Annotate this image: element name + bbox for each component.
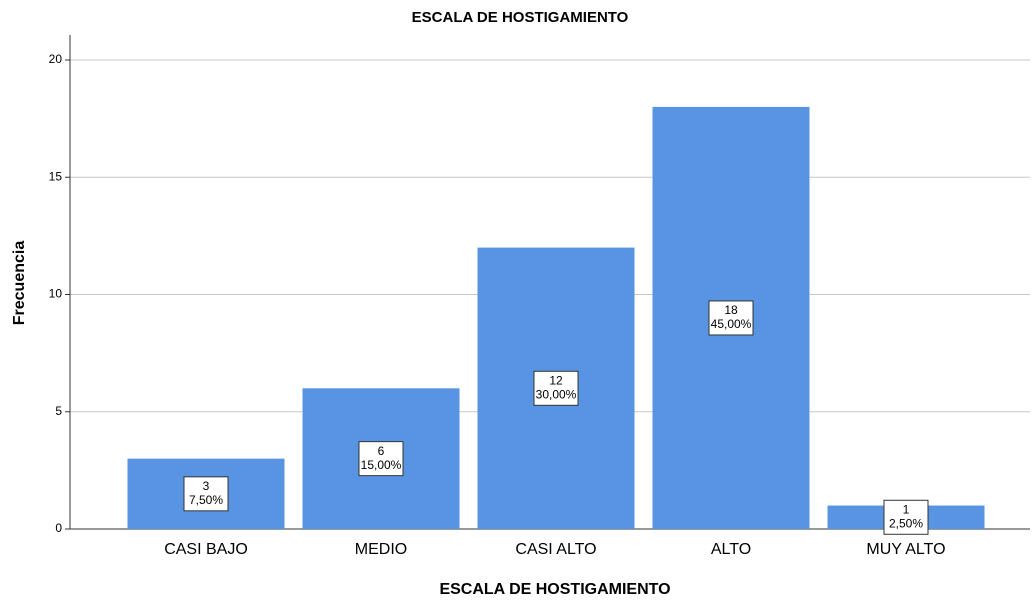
value-label: 18 — [724, 303, 738, 317]
value-label-box — [883, 499, 929, 535]
x-tick-label: CASI BAJO — [164, 541, 248, 558]
x-tick-label: CASI ALTO — [515, 541, 596, 558]
x-tick-label: ALTO — [711, 541, 751, 558]
value-label: 3 — [203, 479, 210, 493]
y-tick-label: 10 — [49, 287, 63, 301]
value-label-box — [533, 370, 579, 406]
percent-label: 2,50% — [889, 516, 923, 530]
percent-label: 45,00% — [711, 317, 752, 331]
x-tick-label: MEDIO — [355, 541, 407, 558]
value-label-box — [183, 476, 229, 512]
value-label: 12 — [549, 373, 563, 387]
value-label: 1 — [903, 502, 910, 516]
value-label: 6 — [378, 444, 385, 458]
y-tick-label: 0 — [55, 521, 62, 535]
x-axis-label: ESCALA DE HOSTIGAMIENTO — [439, 581, 670, 598]
x-tick-label: MUY ALTO — [866, 541, 945, 558]
y-axis-label: Frecuencia — [11, 241, 28, 326]
y-tick-label: 20 — [49, 52, 63, 66]
y-tick-label: 15 — [49, 169, 63, 183]
chart-title: ESCALA DE HOSTIGAMIENTO — [412, 9, 629, 26]
value-label-box — [708, 300, 754, 336]
percent-label: 30,00% — [536, 387, 577, 401]
value-label-box — [358, 441, 404, 477]
y-tick-label: 5 — [55, 404, 62, 418]
percent-label: 7,50% — [189, 493, 223, 507]
percent-label: 15,00% — [361, 458, 402, 472]
